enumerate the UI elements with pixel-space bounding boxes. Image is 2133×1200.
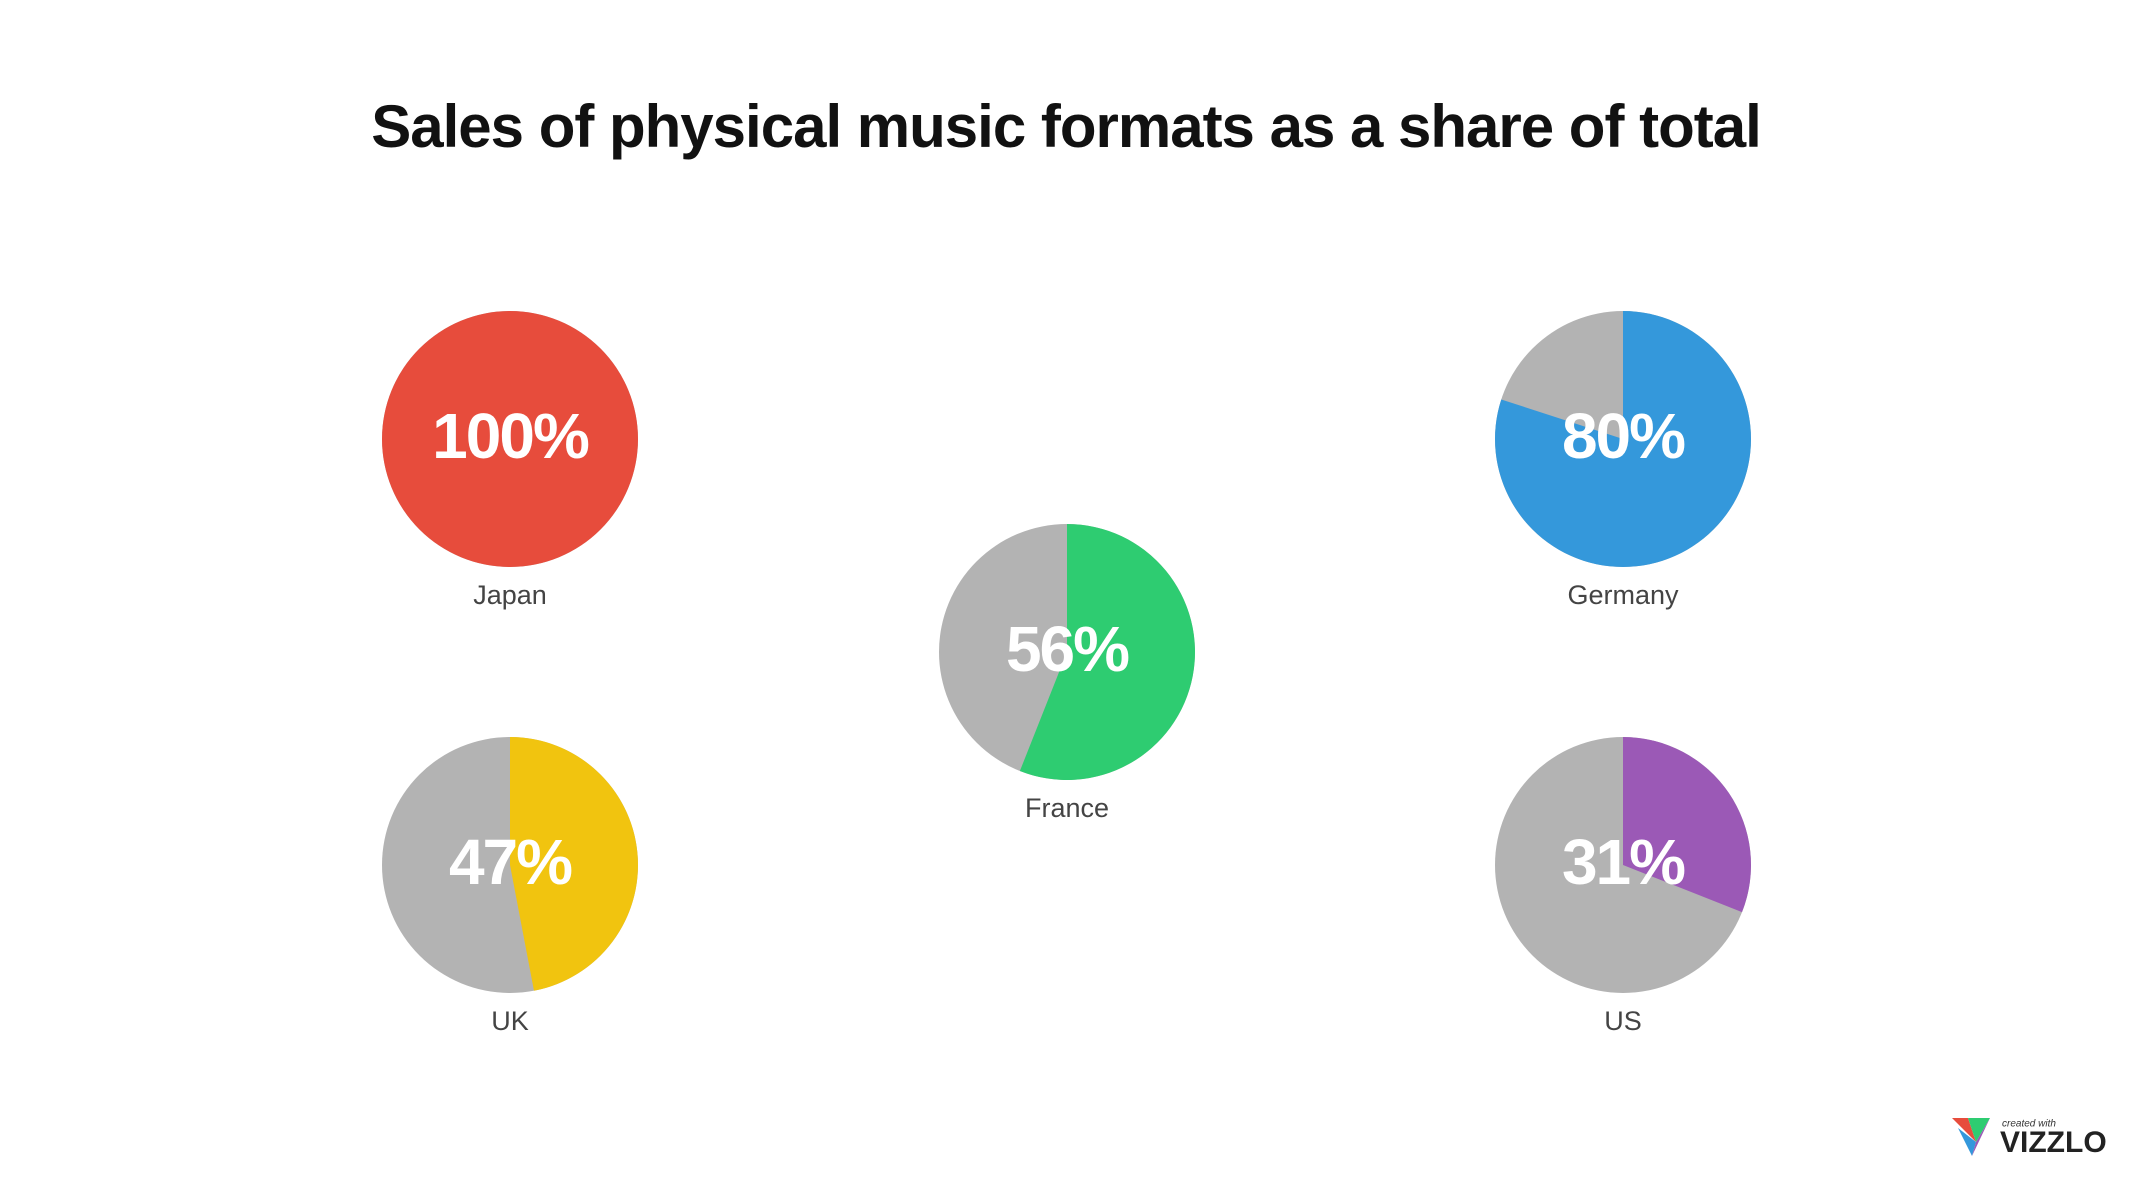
logo: created with VIZZLO: [1952, 1118, 2107, 1159]
category-label: Japan: [473, 580, 547, 610]
value-label: 56%: [1006, 613, 1129, 685]
logo-name: VIZZLO: [2000, 1126, 2107, 1159]
chart-title: Sales of physical music formats as a sha…: [371, 93, 1761, 160]
category-label: France: [1025, 793, 1109, 823]
pie-slice: [382, 311, 638, 567]
value-label: 100%: [432, 400, 589, 472]
value-label: 47%: [449, 826, 572, 898]
logo-caption: created with: [2002, 1119, 2056, 1130]
category-label: US: [1604, 1006, 1642, 1036]
pie-slice: [1623, 737, 1751, 913]
pie-slice: [510, 737, 639, 991]
category-label: Germany: [1567, 580, 1679, 610]
logo-mark: [1958, 1128, 1976, 1156]
pie-slice: [1019, 524, 1195, 781]
value-label: 80%: [1562, 400, 1685, 472]
value-label: 31%: [1562, 826, 1685, 898]
category-label: UK: [491, 1006, 529, 1036]
logo-mark: [1968, 1118, 1990, 1142]
pie-slice: [1495, 311, 1751, 567]
logo-mark: [1972, 1118, 1990, 1156]
